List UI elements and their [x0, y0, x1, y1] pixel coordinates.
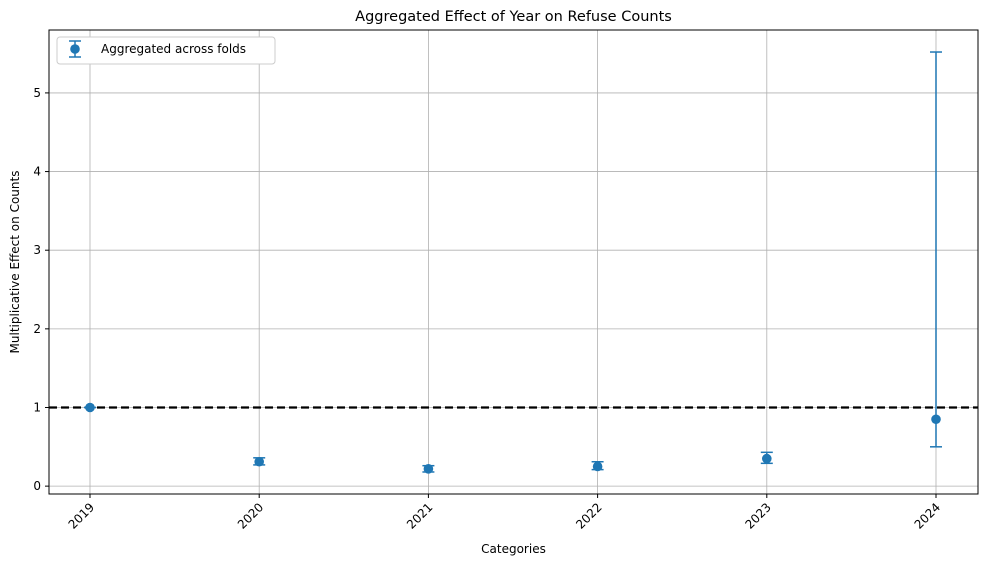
- y-axis-label: Multiplicative Effect on Counts: [8, 171, 22, 354]
- legend-marker: [69, 40, 81, 58]
- data-point: [931, 414, 941, 425]
- x-ticks: 2019 2020 2021 2022 2023 2024: [66, 494, 943, 532]
- y-tick-label: 2: [33, 322, 41, 336]
- legend: Aggregated across folds: [56, 36, 276, 65]
- data-point: [254, 456, 264, 467]
- x-tick-label: 2023: [742, 500, 773, 531]
- y-tick-label: 1: [33, 400, 41, 414]
- legend-box: [56, 36, 276, 65]
- data-point: [762, 453, 772, 464]
- x-tick-label: 2024: [912, 500, 943, 531]
- y-tick-label: 4: [33, 165, 41, 179]
- y-tick-label: 0: [33, 479, 41, 493]
- y-tick-label: 5: [33, 86, 41, 100]
- plot-frame: [48, 29, 979, 495]
- series-layer: [84, 51, 942, 474]
- x-axis-label: Categories: [481, 542, 546, 556]
- x-tick-label: 2021: [404, 500, 435, 531]
- legend-label: Aggregated across folds: [101, 42, 246, 56]
- y-ticks: 0 1 2 3 4 5: [33, 86, 49, 493]
- y-tick-label: 3: [33, 243, 41, 257]
- x-tick-label: 2019: [66, 500, 97, 531]
- legend-point: [70, 44, 80, 54]
- grid-layer: [49, 30, 978, 494]
- x-tick-label: 2020: [235, 500, 266, 531]
- data-point: [592, 461, 603, 472]
- data-point: [85, 402, 95, 413]
- x-tick-label: 2022: [573, 500, 604, 531]
- chart-title: Aggregated Effect of Year on Refuse Coun…: [355, 9, 672, 25]
- data-point: [423, 464, 434, 474]
